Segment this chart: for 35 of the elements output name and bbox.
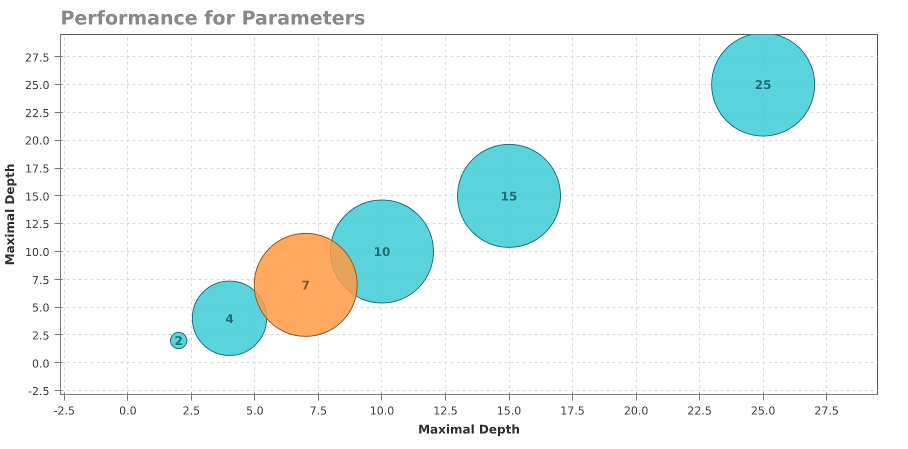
y-tick-label: 12.5: [25, 218, 50, 232]
data-label: 15: [500, 189, 518, 204]
y-tick-label: 22.5: [25, 106, 50, 120]
x-tick-label: 15.0: [496, 404, 522, 418]
y-tick-label: 15.0: [25, 190, 50, 204]
y-tick-label: 27.5: [25, 51, 50, 64]
y-tick-label: 0.0: [32, 357, 50, 370]
x-tick-label: -2.5: [54, 404, 76, 418]
x-tick-label: 12.5: [433, 404, 458, 418]
data-label: 7: [302, 278, 310, 292]
data-label: 4: [225, 312, 234, 326]
data-label: 10: [374, 245, 390, 259]
y-tick-label: 7.5: [32, 274, 50, 287]
y-axis-title: Maximal Depth: [3, 164, 18, 266]
x-tick-label: 20.0: [624, 404, 648, 418]
y-tick-label: 25.0: [25, 79, 50, 92]
x-tick-label: 17.5: [560, 404, 585, 418]
data-label: 25: [754, 78, 772, 92]
y-tick-label: 20.0: [25, 134, 50, 148]
y-tick-label: 2.5: [32, 329, 50, 342]
x-tick-label: 27.5: [814, 404, 839, 418]
y-tick-label: 17.5: [25, 162, 50, 176]
y-tick-label: -2.5: [28, 385, 50, 398]
x-tick-label: 5.0: [246, 404, 264, 418]
x-tick-label: 2.5: [182, 404, 200, 418]
y-tick-label: 10.0: [25, 246, 50, 259]
x-tick-label: 7.5: [310, 404, 328, 418]
x-axis-title: Maximal Depth: [418, 422, 520, 436]
x-tick-label: 10.0: [370, 404, 394, 418]
y-tick-label: 5.0: [32, 302, 50, 315]
data-label: 2: [174, 334, 183, 348]
x-tick-label: 25.0: [750, 404, 776, 418]
x-tick-label: 0.0: [119, 404, 137, 418]
x-tick-label: 22.5: [687, 404, 712, 418]
chart-title: Performance for Parameters: [60, 8, 366, 30]
